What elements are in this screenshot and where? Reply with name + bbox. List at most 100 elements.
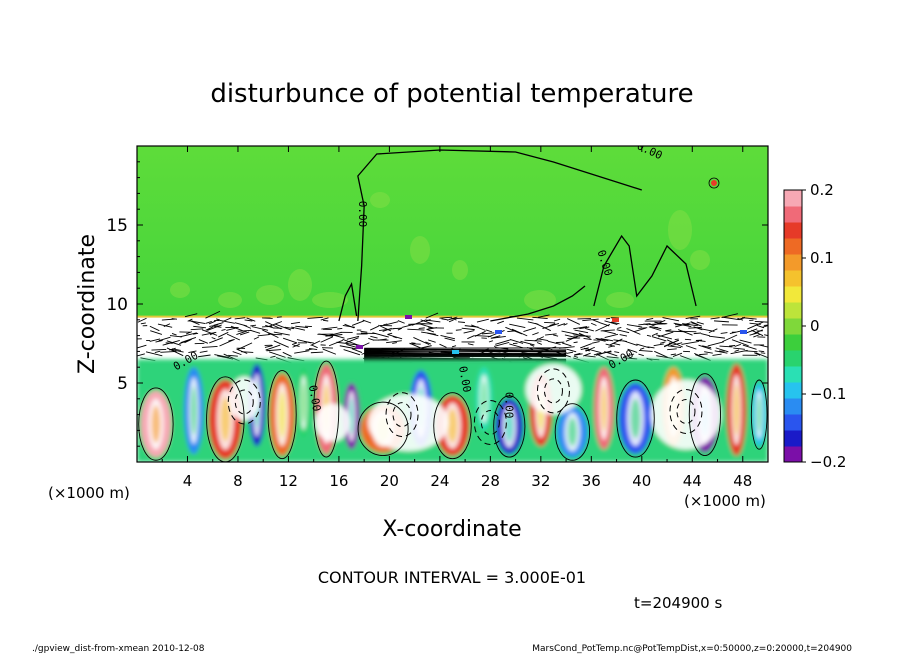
contour-label: 0.00 — [503, 392, 516, 419]
band-contour-fragment — [698, 327, 715, 332]
band-contour-fragment — [606, 356, 619, 359]
band-contour-fragment — [190, 320, 200, 325]
band-contour-fragment — [636, 343, 650, 349]
band-contour-fragment — [169, 347, 176, 351]
band-contour-fragment — [323, 319, 329, 322]
band-contour-fragment — [759, 344, 768, 348]
band-contour-fragment — [566, 318, 580, 325]
band-contour-fragment — [140, 322, 146, 325]
band-contour-fragment — [413, 337, 430, 346]
band-contour-fragment — [509, 323, 526, 328]
band-contour-fragment — [145, 351, 163, 357]
band-speck — [612, 318, 619, 322]
upper-hotspot-contour — [708, 177, 720, 189]
band-contour-fragment — [311, 344, 318, 349]
band-contour-fragment — [708, 328, 718, 334]
band-contour-fragment — [328, 331, 342, 337]
band-contour-fragment — [397, 327, 402, 331]
negative-contour — [669, 388, 703, 434]
negative-contour — [536, 368, 570, 414]
negative-contour — [473, 400, 507, 445]
band-contour-fragment — [237, 329, 252, 332]
band-contour-fragment — [198, 339, 209, 344]
band-contour-fragment — [553, 318, 561, 322]
band-contour-fragment — [425, 341, 432, 345]
band-contour-fragment — [574, 329, 589, 334]
band-contour-fragment — [401, 324, 413, 328]
band-contour-fragment — [582, 318, 599, 322]
band-contour-fragment — [291, 342, 298, 346]
band-contour-fragment — [734, 343, 741, 347]
band-contour-fragment — [608, 345, 615, 348]
band-contour-fragment — [192, 332, 199, 335]
negative-contour — [234, 389, 254, 415]
colorbar-segment — [784, 206, 802, 223]
band-contour-fragment — [209, 332, 215, 336]
upper-variation — [256, 285, 284, 305]
plot-area: 0.000.000.000.000.000.000.00 0.00 — [137, 146, 768, 462]
upper-hotspot — [711, 180, 717, 186]
band-contour-fragment — [675, 322, 691, 328]
band-contour-fragment — [722, 316, 740, 321]
band-contour-fragment — [234, 317, 246, 320]
band-contour-fragment — [169, 349, 184, 353]
band-contour-fragment — [638, 349, 653, 352]
band-contour-fragment — [187, 318, 193, 322]
band-contour-fragment — [362, 319, 372, 324]
band-contour-fragment — [583, 347, 601, 353]
band-contour-fragment — [610, 321, 620, 325]
band-contour-fragment — [444, 337, 455, 342]
colorbar-segment — [784, 222, 802, 239]
x-tick-label: 8 — [233, 472, 243, 490]
band-contour-fragment — [370, 325, 379, 331]
band-contour-fragment — [383, 323, 388, 326]
band-contour-fragment — [758, 350, 765, 353]
band-contour-fragment — [425, 312, 439, 319]
band-contour-fragment — [579, 326, 590, 330]
upper-variation — [288, 269, 312, 301]
upper-variation — [452, 260, 468, 280]
band-contour-fragment — [573, 341, 578, 344]
positive-contour — [138, 387, 174, 461]
colorbar-segment — [784, 254, 802, 271]
colorbar-ticks: 0.2 0.1 0 −0.1 −0.2 — [802, 181, 846, 471]
band-contour-fragment — [595, 337, 609, 342]
band-contour-fragment — [622, 340, 638, 346]
y-axis-ticks: 5 10 15 — [106, 161, 768, 447]
positive-contour — [357, 401, 409, 456]
band-contour-fragment — [188, 350, 197, 354]
band-contour-fragment — [392, 342, 397, 344]
band-contour-fragment — [234, 322, 248, 327]
band-contour-fragment — [696, 321, 704, 325]
band-contour-fragment — [282, 351, 292, 357]
band-contour-fragment — [440, 335, 456, 340]
band-contour-fragment — [542, 322, 560, 330]
band-contour-fragment — [555, 341, 565, 344]
contour-line — [338, 281, 358, 322]
band-contour-fragment — [251, 326, 269, 331]
band-contour-fragment — [638, 353, 644, 357]
band-contour-fragment — [368, 337, 375, 341]
band-contour-fragment — [266, 349, 282, 352]
contour-line — [593, 234, 697, 307]
band-contour-fragment — [249, 329, 261, 334]
band-contour-fragment — [467, 335, 475, 340]
neutral-region — [314, 403, 351, 442]
band-contour-fragment — [463, 330, 475, 334]
band-contour-fragment — [408, 323, 426, 325]
band-contour-fragment — [762, 325, 768, 328]
contour-label: 0.00 — [356, 201, 369, 228]
colorbar-tick-label: 0.1 — [810, 249, 834, 267]
band-contour-fragment — [320, 317, 329, 321]
band-contour-fragment — [604, 333, 619, 338]
colorbar-segment — [784, 350, 802, 367]
band-contour-fragment — [154, 350, 161, 353]
x-axis-label: X-coordinate — [382, 517, 521, 542]
band-contour-fragment — [651, 332, 658, 337]
band-contour-fragment — [739, 339, 752, 344]
plume-inner — [220, 397, 231, 442]
colorbar-segment — [784, 366, 802, 383]
band-contour-fragment — [619, 334, 628, 337]
contour-label: 0.00 — [306, 384, 323, 412]
band-contour-fragment — [236, 330, 248, 336]
